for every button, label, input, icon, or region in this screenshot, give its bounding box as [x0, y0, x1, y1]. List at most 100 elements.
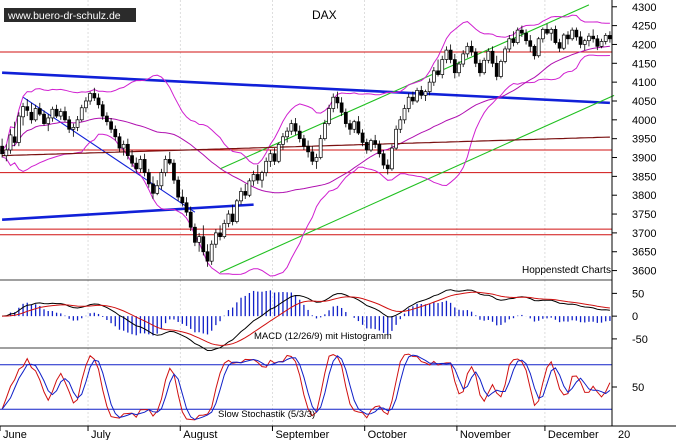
candle-body — [180, 196, 185, 204]
stochastic-label: Slow Stochastik (5/3/3) — [218, 409, 315, 420]
candle-body — [608, 35, 612, 40]
candle-body — [343, 111, 348, 124]
candle-body — [159, 172, 164, 187]
candle-body — [151, 183, 155, 194]
month-label: November — [460, 429, 511, 440]
price-y-label: 4150 — [632, 58, 656, 70]
candle-body — [323, 123, 327, 140]
month-label: July — [91, 429, 111, 440]
price-y-label: 4200 — [632, 39, 656, 51]
candle-body — [146, 172, 151, 185]
month-label: December — [548, 429, 599, 440]
candle-body — [411, 96, 415, 102]
candle-body — [92, 93, 97, 99]
candle-body — [33, 108, 38, 121]
moving-average-38-line — [1, 45, 610, 194]
candle-body — [385, 164, 390, 170]
candle-body — [251, 174, 256, 182]
candle-body — [561, 34, 566, 49]
candle-body — [478, 62, 482, 74]
candle-body — [306, 145, 310, 153]
stochastic-k-line — [1, 353, 611, 421]
price-y-label: 3900 — [632, 153, 656, 165]
candle-body — [536, 38, 541, 57]
candle-body — [461, 53, 466, 65]
candle-body — [310, 151, 315, 162]
candle-body — [507, 38, 512, 50]
candle-body — [360, 132, 365, 143]
candle-body — [356, 121, 361, 134]
candle-body — [0, 145, 4, 155]
chart-title: DAX — [312, 8, 337, 22]
candle-body — [465, 45, 470, 55]
candle-body — [394, 128, 398, 149]
candle-body — [369, 140, 373, 151]
candle-body — [71, 127, 76, 130]
candle-body — [8, 134, 13, 151]
price-y-label: 4100 — [632, 77, 656, 89]
candle-body — [482, 59, 487, 74]
price-y-label: 4050 — [632, 96, 656, 108]
candle-body — [289, 123, 294, 132]
candle-body — [142, 159, 147, 173]
candle-body — [247, 180, 252, 196]
candle-body — [473, 51, 478, 64]
macd-y-label: 50 — [632, 288, 644, 300]
candle-body — [499, 61, 503, 77]
candle-body — [524, 32, 528, 42]
candle-body — [582, 40, 587, 45]
candle-body — [381, 153, 386, 166]
trendline-channel-lower — [219, 94, 615, 273]
candle-body — [37, 108, 42, 115]
month-label: June — [3, 429, 27, 440]
month-label: October — [368, 429, 407, 440]
candle-body — [452, 59, 457, 74]
candle-body — [201, 236, 206, 253]
candle-body — [528, 40, 533, 47]
candle-body — [163, 159, 168, 173]
candle-body — [121, 143, 126, 149]
candle-body — [239, 191, 243, 202]
candle-body — [96, 97, 101, 106]
candle-body — [230, 213, 235, 222]
candle-body — [12, 136, 17, 143]
candle-body — [155, 185, 160, 194]
month-label: September — [275, 429, 329, 440]
candle-body — [373, 140, 378, 145]
candle-body — [243, 191, 248, 196]
candle-body — [285, 130, 289, 138]
candle-body — [444, 49, 449, 60]
candle-body — [335, 96, 340, 104]
candle-body — [595, 38, 600, 47]
macd-label: MACD (12/26/9) mit Histogramm — [254, 331, 392, 342]
candle-body — [339, 102, 344, 113]
price-y-label: 3600 — [632, 266, 656, 278]
candle-body — [327, 108, 331, 124]
candle-body — [260, 172, 264, 181]
candle-body — [172, 162, 176, 181]
candle-body — [176, 179, 181, 198]
stochastic-d-line — [1, 354, 611, 421]
candle-body — [193, 226, 197, 243]
candle-body — [255, 174, 260, 181]
candle-body — [440, 59, 445, 75]
price-y-label: 4300 — [632, 2, 656, 14]
candle-body — [486, 50, 491, 61]
candle-body — [63, 111, 67, 121]
candle-body — [297, 130, 302, 140]
candle-body — [419, 90, 424, 96]
candle-body — [574, 29, 579, 38]
candle-body — [331, 96, 336, 109]
candle-body — [188, 211, 193, 228]
candle-body — [264, 160, 269, 173]
candle-body — [348, 123, 352, 130]
candle-body — [88, 93, 92, 102]
bollinger-upper-line — [1, 14, 610, 165]
price-y-label: 3950 — [632, 134, 656, 146]
candle-body — [226, 213, 231, 224]
candle-body — [549, 29, 554, 34]
candle-body — [281, 136, 285, 145]
candle-body — [532, 45, 537, 57]
